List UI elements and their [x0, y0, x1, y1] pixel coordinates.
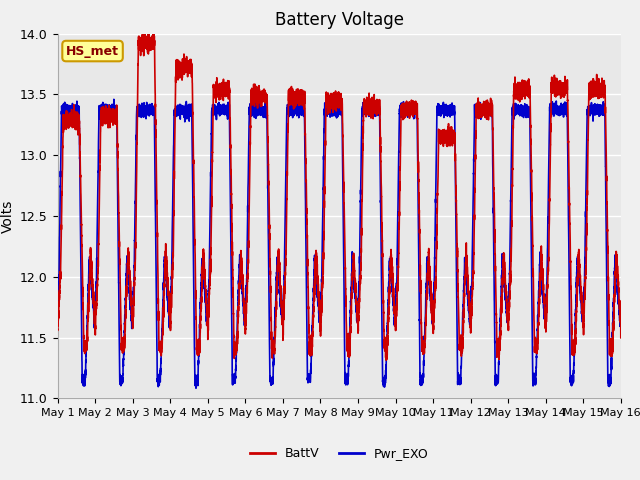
Title: Battery Voltage: Battery Voltage: [275, 11, 404, 29]
Y-axis label: Volts: Volts: [1, 199, 15, 233]
Legend: BattV, Pwr_EXO: BattV, Pwr_EXO: [245, 442, 433, 465]
Text: HS_met: HS_met: [66, 45, 119, 58]
